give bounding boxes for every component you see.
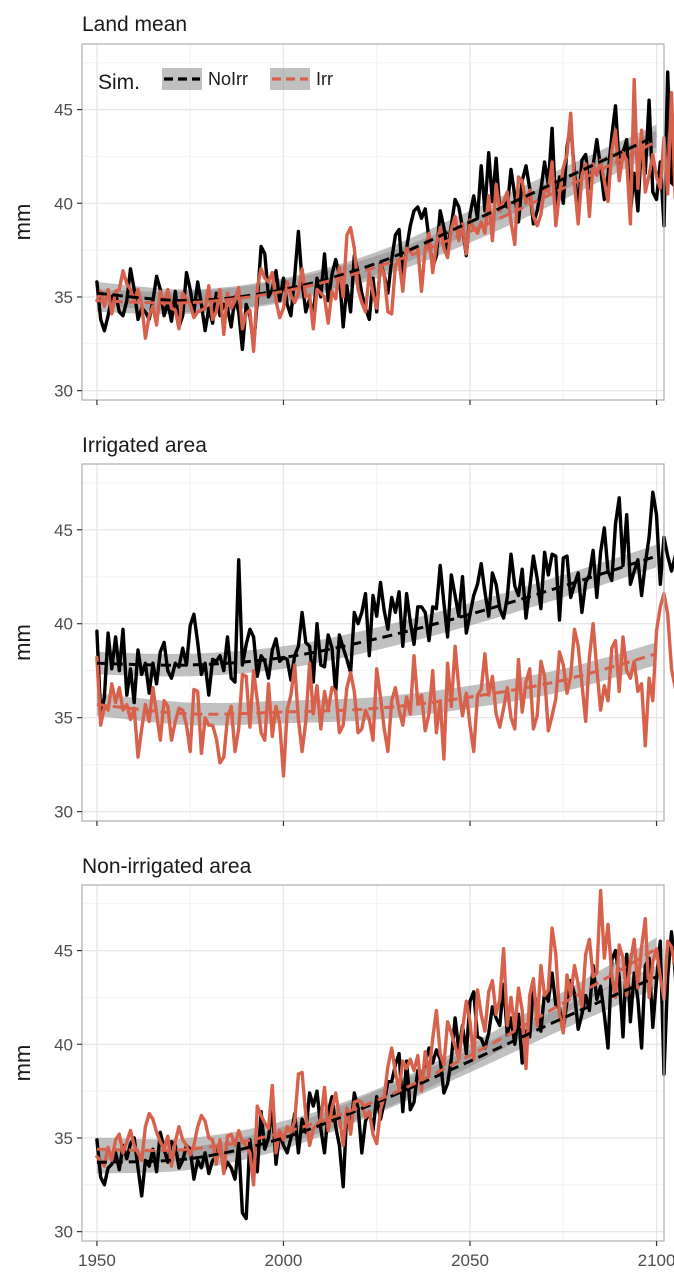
annual-line-noirr <box>95 930 674 1221</box>
panel-border <box>81 884 665 1242</box>
annual-line-irr <box>95 77 674 353</box>
x-tick-label: 2100 <box>638 1251 674 1270</box>
y-tick-label: 30 <box>54 803 73 822</box>
y-axis-title: mm <box>10 204 35 241</box>
legend-title: Sim. <box>98 71 140 94</box>
x-tick-label: 2050 <box>451 1251 489 1270</box>
panel-border <box>81 43 665 401</box>
y-tick-label: 30 <box>54 1223 73 1242</box>
trend-line-irr <box>96 947 658 1152</box>
y-tick-label: 40 <box>54 194 73 213</box>
legend-label: NoIrr <box>208 69 248 89</box>
panel-2: Irrigated area 30 35 40 45 mm <box>10 434 674 826</box>
y-tick-label: 45 <box>54 521 73 540</box>
annual-line-irr <box>95 888 674 1187</box>
legend-label: Irr <box>316 69 333 89</box>
y-tick-label: 45 <box>54 101 73 120</box>
panel-title: Land mean <box>82 13 187 36</box>
y-axis-title: mm <box>10 624 35 661</box>
annual-line-noirr <box>95 490 674 718</box>
y-tick-label: 35 <box>54 1129 73 1148</box>
legend: Sim. NoIrr Irr <box>98 68 333 94</box>
trend-line-noirr <box>96 134 658 303</box>
legend-item-noirr: NoIrr <box>162 68 248 90</box>
panel-3: Non-irrigated area 30 35 40 45 1950 2000 2050 21… <box>10 855 674 1270</box>
panel-border <box>81 463 665 822</box>
trend-line-irr <box>96 140 658 305</box>
trend-line-noirr <box>96 975 658 1164</box>
panel-background <box>82 44 664 400</box>
x-tick-label: 2000 <box>265 1251 303 1270</box>
annual-line-irr <box>95 591 674 778</box>
trend-band-irr <box>96 937 657 1162</box>
y-tick-label: 40 <box>54 1035 73 1054</box>
trend-line-irr <box>96 652 657 716</box>
y-tick-label: 30 <box>54 382 73 401</box>
y-axis-title: mm <box>10 1045 35 1082</box>
panel-1: Land mean 30 35 40 45 mm Sim. NoIrr Irr <box>10 13 674 405</box>
x-tick-label: 1950 <box>78 1251 116 1270</box>
panel-background <box>82 885 664 1241</box>
trend-band-irr <box>96 642 657 726</box>
panel-title: Non-irrigated area <box>82 855 252 878</box>
y-tick-label: 35 <box>54 709 73 728</box>
y-tick-label: 45 <box>54 942 73 961</box>
panel-title: Irrigated area <box>82 434 207 457</box>
y-tick-label: 35 <box>54 288 73 307</box>
legend-item-irr: Irr <box>270 68 333 90</box>
y-tick-label: 40 <box>54 615 73 634</box>
